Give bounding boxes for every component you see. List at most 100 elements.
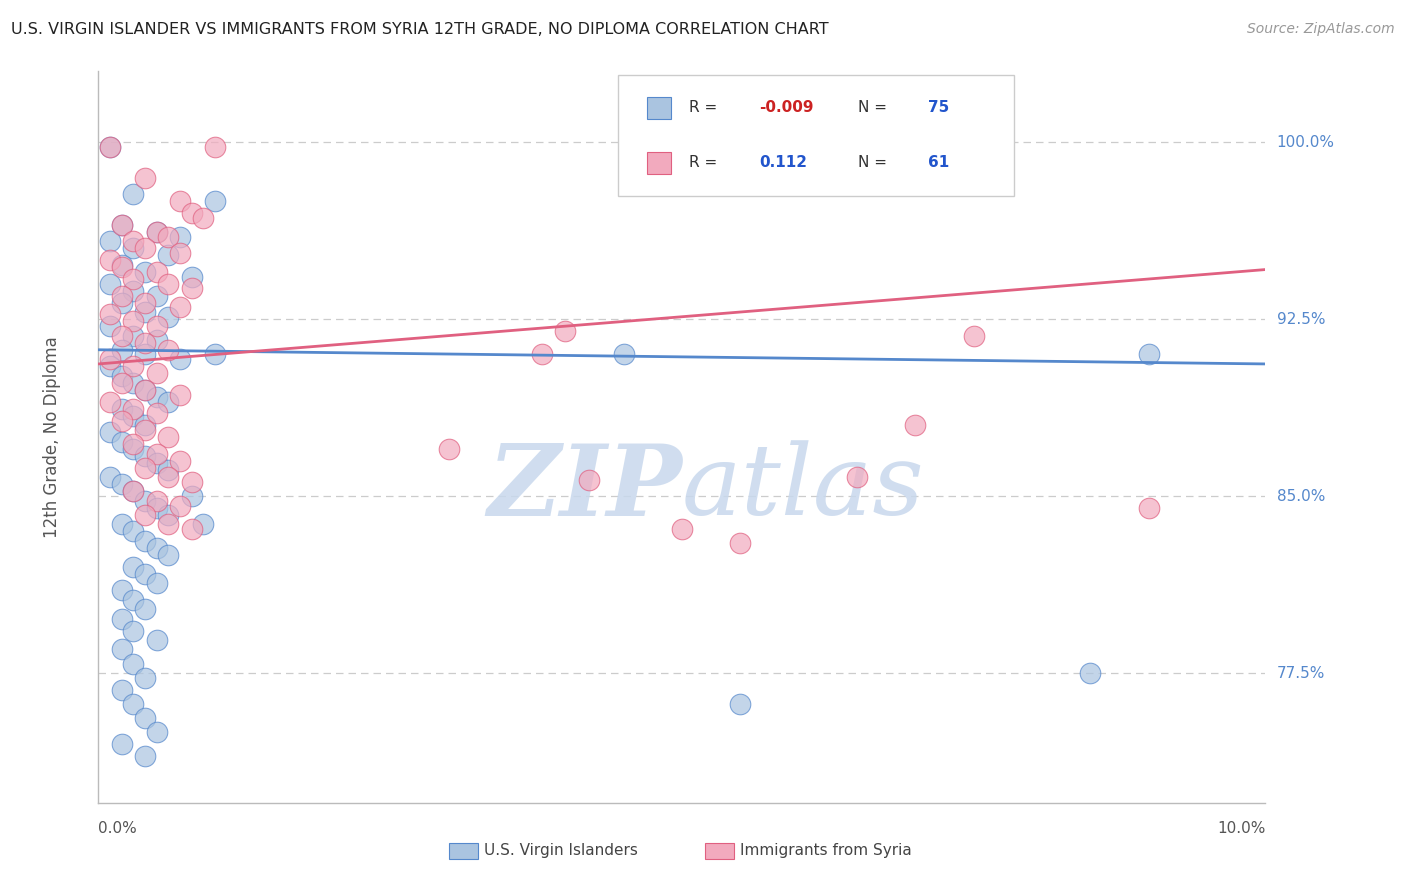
Point bbox=[146, 265, 169, 279]
Point bbox=[111, 288, 134, 302]
Point bbox=[98, 470, 121, 484]
Point bbox=[180, 489, 202, 503]
Point bbox=[146, 407, 169, 421]
Text: Immigrants from Syria: Immigrants from Syria bbox=[741, 843, 912, 858]
Point bbox=[111, 517, 134, 532]
Point bbox=[193, 517, 215, 532]
Point bbox=[169, 194, 191, 208]
Point bbox=[730, 536, 752, 550]
Point bbox=[146, 632, 169, 647]
Point bbox=[111, 368, 134, 383]
Point bbox=[157, 548, 180, 562]
Point bbox=[122, 284, 145, 298]
Point bbox=[146, 225, 169, 239]
Point bbox=[146, 725, 169, 739]
Point bbox=[98, 307, 121, 321]
Point bbox=[111, 376, 134, 390]
Point bbox=[111, 218, 134, 232]
Text: 100.0%: 100.0% bbox=[1277, 135, 1334, 150]
Point bbox=[146, 390, 169, 404]
Point bbox=[111, 434, 134, 449]
Point bbox=[122, 328, 145, 343]
Point bbox=[122, 593, 145, 607]
Point bbox=[169, 387, 191, 401]
Point bbox=[122, 484, 145, 499]
Text: U.S. VIRGIN ISLANDER VS IMMIGRANTS FROM SYRIA 12TH GRADE, NO DIPLOMA CORRELATION: U.S. VIRGIN ISLANDER VS IMMIGRANTS FROM … bbox=[11, 22, 830, 37]
Text: 77.5%: 77.5% bbox=[1277, 665, 1324, 681]
Point bbox=[146, 500, 169, 515]
Point bbox=[134, 423, 156, 437]
Point bbox=[134, 566, 156, 581]
Point bbox=[98, 234, 121, 248]
Point bbox=[122, 314, 145, 328]
Point bbox=[157, 508, 180, 522]
Point bbox=[146, 456, 169, 470]
Point bbox=[157, 430, 180, 444]
Point bbox=[671, 522, 693, 536]
Point bbox=[157, 248, 180, 262]
Point bbox=[146, 288, 169, 302]
Point bbox=[904, 418, 927, 433]
Text: 0.0%: 0.0% bbox=[98, 821, 138, 836]
Text: 92.5%: 92.5% bbox=[1277, 311, 1324, 326]
Point bbox=[134, 460, 156, 475]
Point bbox=[122, 524, 145, 539]
Point bbox=[1137, 500, 1160, 515]
Point bbox=[98, 425, 121, 440]
Point bbox=[98, 253, 121, 268]
Point bbox=[111, 343, 134, 357]
Point bbox=[111, 642, 134, 657]
Point bbox=[122, 437, 145, 451]
Point bbox=[554, 324, 576, 338]
Point bbox=[169, 352, 191, 367]
Point bbox=[157, 310, 180, 324]
Point bbox=[98, 277, 121, 291]
Point bbox=[846, 470, 869, 484]
Point bbox=[169, 499, 191, 513]
Point bbox=[134, 383, 156, 397]
Point bbox=[111, 401, 134, 416]
Text: 85.0%: 85.0% bbox=[1277, 489, 1324, 504]
Point bbox=[134, 305, 156, 319]
Point bbox=[193, 211, 215, 225]
Point bbox=[578, 473, 600, 487]
Point bbox=[134, 335, 156, 350]
Text: -0.009: -0.009 bbox=[759, 101, 814, 115]
Text: R =: R = bbox=[689, 101, 723, 115]
Point bbox=[157, 463, 180, 477]
Point bbox=[146, 334, 169, 348]
Point bbox=[134, 711, 156, 725]
Point bbox=[180, 206, 202, 220]
Point bbox=[169, 301, 191, 315]
Text: 12th Grade, No Diploma: 12th Grade, No Diploma bbox=[42, 336, 60, 538]
Point bbox=[146, 541, 169, 555]
Text: 0.112: 0.112 bbox=[759, 155, 807, 170]
Point bbox=[122, 559, 145, 574]
Point bbox=[98, 319, 121, 334]
FancyBboxPatch shape bbox=[647, 97, 672, 119]
FancyBboxPatch shape bbox=[617, 75, 1015, 195]
Point bbox=[98, 352, 121, 367]
Text: U.S. Virgin Islanders: U.S. Virgin Islanders bbox=[484, 843, 637, 858]
Point bbox=[146, 319, 169, 334]
Point bbox=[98, 359, 121, 374]
Point bbox=[134, 295, 156, 310]
Point bbox=[146, 447, 169, 461]
Point bbox=[530, 347, 553, 361]
Point bbox=[204, 194, 226, 208]
Point bbox=[134, 602, 156, 616]
Point bbox=[134, 493, 156, 508]
Point bbox=[111, 295, 134, 310]
Point bbox=[134, 347, 156, 361]
Point bbox=[169, 229, 191, 244]
FancyBboxPatch shape bbox=[706, 843, 734, 859]
Point bbox=[437, 442, 460, 456]
Point bbox=[122, 241, 145, 255]
Point bbox=[157, 343, 180, 357]
Point bbox=[180, 281, 202, 295]
FancyBboxPatch shape bbox=[449, 843, 478, 859]
Point bbox=[111, 260, 134, 275]
Point bbox=[111, 218, 134, 232]
Point bbox=[134, 671, 156, 685]
Point bbox=[169, 246, 191, 260]
